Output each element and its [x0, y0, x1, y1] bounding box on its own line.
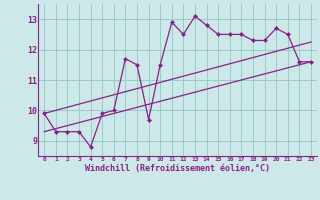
X-axis label: Windchill (Refroidissement éolien,°C): Windchill (Refroidissement éolien,°C) — [85, 164, 270, 173]
